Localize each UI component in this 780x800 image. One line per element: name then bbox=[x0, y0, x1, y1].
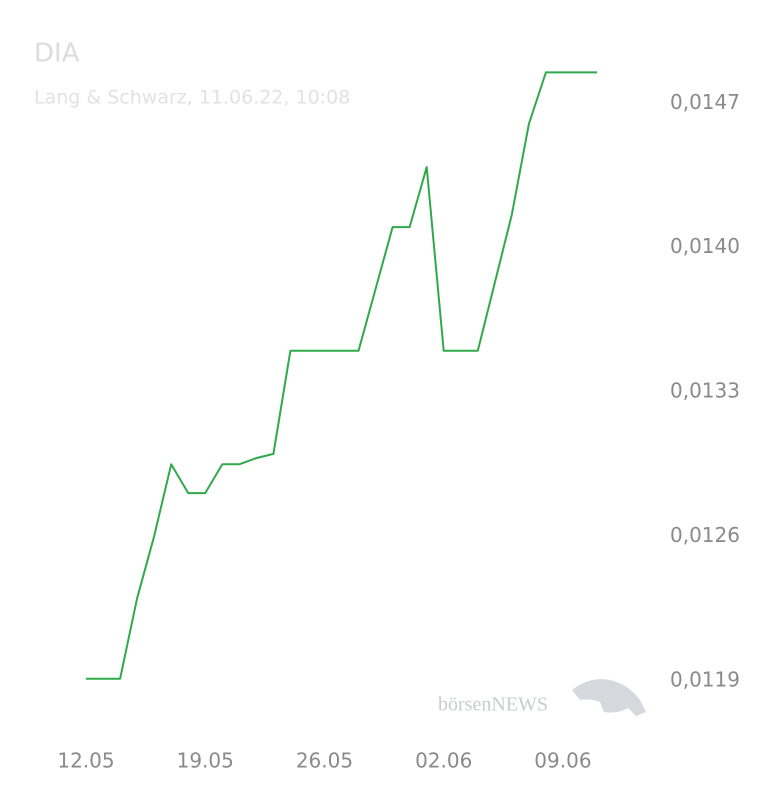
x-tick-label: 09.06 bbox=[534, 749, 591, 773]
y-tick-label: 0,0147 bbox=[670, 90, 740, 114]
chart-title: DIA bbox=[34, 39, 80, 69]
y-tick-label: 0,0126 bbox=[670, 523, 740, 547]
x-tick-label: 02.06 bbox=[415, 749, 472, 773]
watermark: börsenNEWS bbox=[438, 694, 548, 716]
price-line bbox=[86, 71, 597, 680]
y-tick-label: 0,0133 bbox=[670, 379, 740, 403]
y-tick-label: 0,0140 bbox=[670, 234, 740, 258]
x-tick-label: 19.05 bbox=[177, 749, 234, 773]
watermark-logo bbox=[572, 679, 646, 716]
chart-subtitle: Lang & Schwarz, 11.06.22, 10:08 bbox=[34, 87, 350, 109]
y-tick-label: 0,0119 bbox=[670, 667, 740, 691]
x-tick-label: 12.05 bbox=[57, 749, 114, 773]
x-tick-label: 26.05 bbox=[296, 749, 353, 773]
